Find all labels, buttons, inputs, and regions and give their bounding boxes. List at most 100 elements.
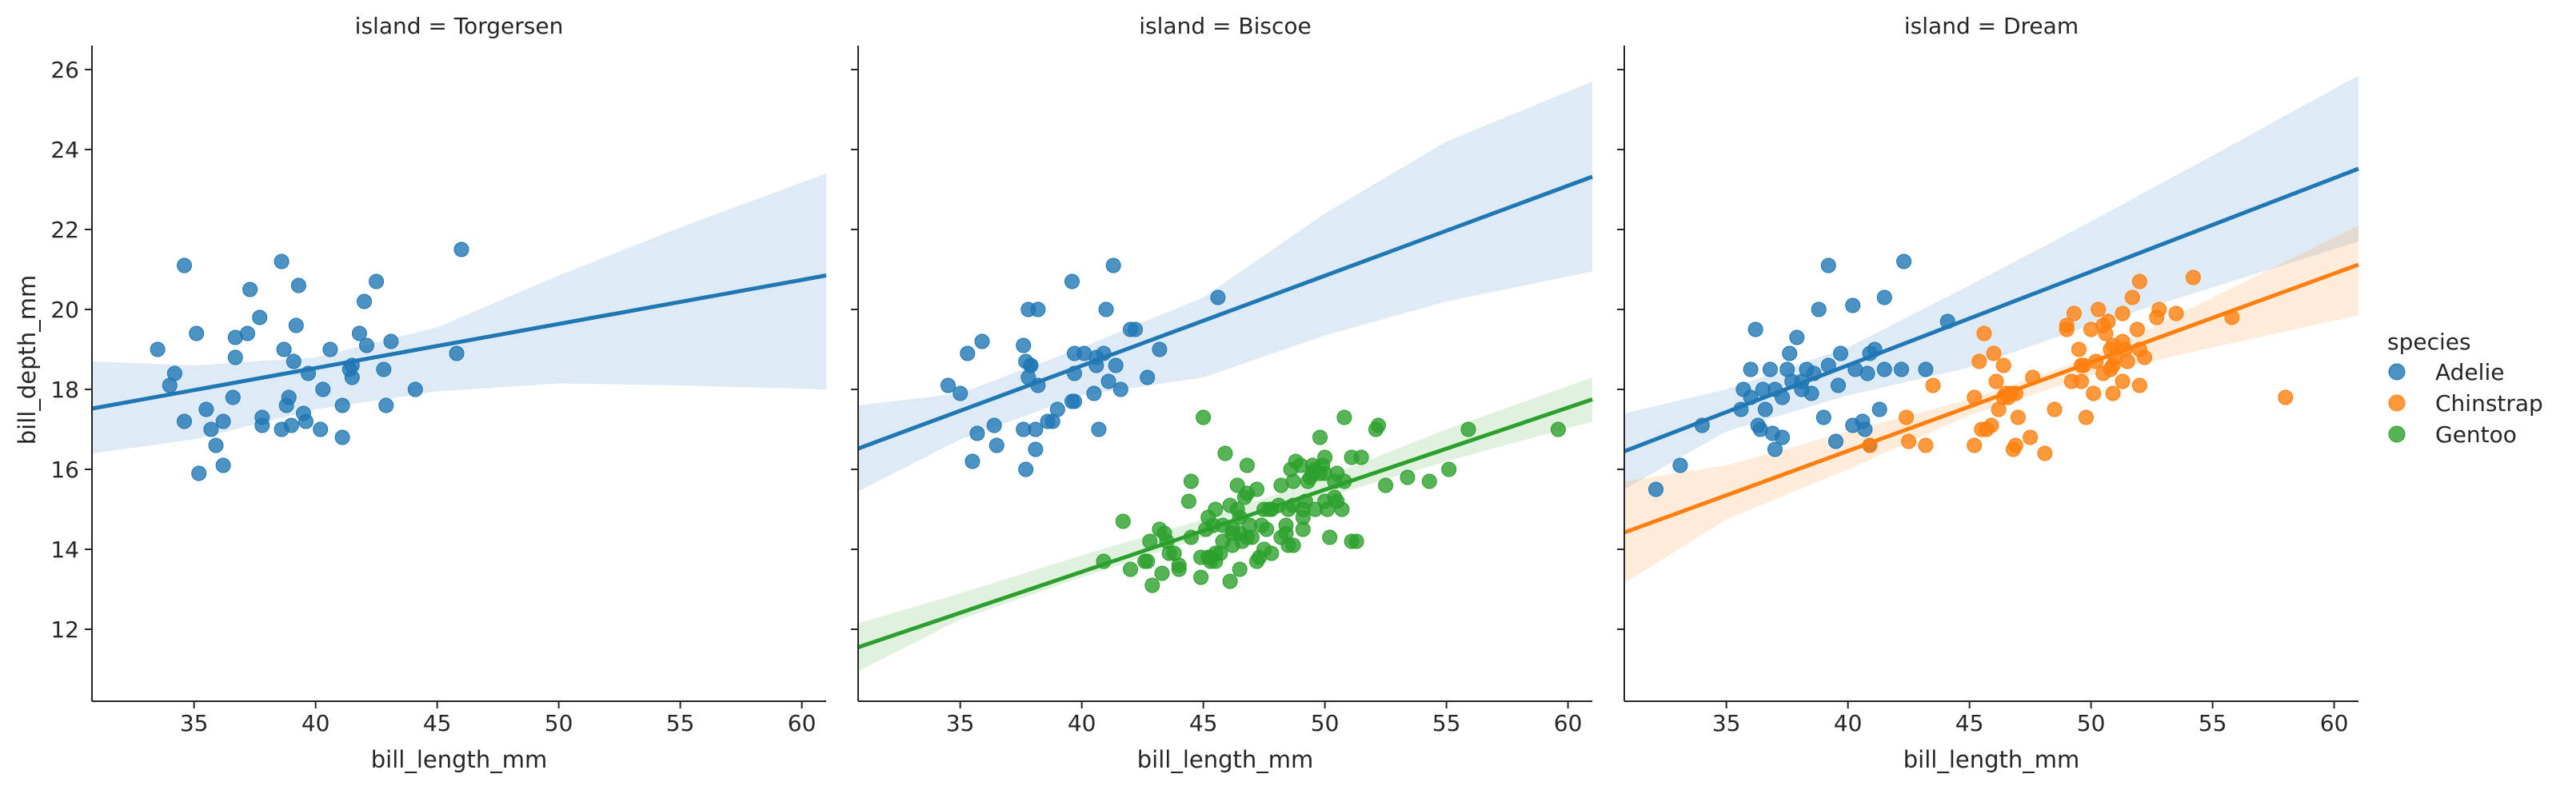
data-point <box>1098 301 1114 317</box>
data-point <box>177 413 192 429</box>
data-point <box>1833 345 1848 361</box>
data-point <box>1018 461 1034 477</box>
data-point <box>177 257 192 273</box>
data-point <box>1023 357 1039 373</box>
x-axis-label: bill_length_mm <box>1903 746 2080 773</box>
data-point <box>2124 289 2140 305</box>
regression-line-adelie <box>91 273 827 411</box>
data-point <box>1105 257 1121 273</box>
data-point <box>225 389 241 405</box>
data-point <box>1108 357 1124 373</box>
data-point <box>2091 301 2107 317</box>
x-tick-label: 50 <box>1311 710 1340 736</box>
facet-panel: island = Torgersen 35 40 45 50 55 60 12 14 16 18 20… <box>50 13 827 773</box>
data-point <box>1171 561 1187 577</box>
confidence-band-chinstrap <box>1624 225 2358 584</box>
x-tick-label: 60 <box>788 710 817 736</box>
data-point <box>1757 401 1773 417</box>
data-point <box>1983 417 1999 433</box>
data-point <box>1775 429 1791 445</box>
data-point <box>1831 377 1846 393</box>
data-point <box>2119 353 2135 369</box>
data-point <box>2185 269 2201 285</box>
data-point <box>2151 301 2167 317</box>
facet-panels: island = Torgersen 35 40 45 50 55 60 12 14 16 18 20… <box>50 13 2359 773</box>
data-point <box>2100 313 2116 329</box>
scatter-points-chinstrap <box>1862 269 2294 461</box>
data-point <box>453 241 469 257</box>
data-point <box>1016 337 1032 353</box>
data-point <box>274 253 290 269</box>
data-point <box>351 325 367 341</box>
data-point <box>240 325 255 341</box>
data-point <box>288 317 304 333</box>
data-point <box>1232 561 1248 577</box>
data-point <box>2074 373 2089 389</box>
legend: species Adelie Chinstrap Gentoo <box>2387 329 2543 448</box>
data-point <box>1259 521 1275 537</box>
data-point <box>1743 361 1759 377</box>
data-point <box>1550 421 1566 437</box>
data-point <box>2129 321 2145 337</box>
data-point <box>242 281 258 297</box>
data-point <box>1896 253 1912 269</box>
data-point <box>1789 329 1805 345</box>
data-point <box>322 341 338 357</box>
data-point <box>1845 297 1861 313</box>
data-point <box>2137 349 2152 365</box>
x-tick-label: 40 <box>1068 710 1096 736</box>
data-point <box>166 365 182 381</box>
data-point <box>1180 493 1196 509</box>
data-point <box>1967 437 1983 453</box>
data-point <box>2047 401 2063 417</box>
data-point <box>1208 501 1224 517</box>
x-tick-label: 35 <box>1712 710 1741 736</box>
data-point <box>407 381 423 397</box>
facet-panel: island = Biscoe 35 40 45 50 55 60 bill_length_m… <box>851 13 1593 773</box>
data-point <box>953 385 968 401</box>
legend-label: Adelie <box>2435 359 2504 385</box>
data-point <box>986 417 1002 433</box>
data-point <box>1285 473 1301 489</box>
data-point <box>383 333 399 349</box>
facet-panel: island = Dream 35 40 45 50 55 60 bill_length_mm <box>1617 13 2359 773</box>
regression-line-adelie <box>857 174 1593 451</box>
data-point <box>254 417 270 433</box>
data-point <box>1144 577 1160 593</box>
data-point <box>1986 345 2002 361</box>
data-point <box>1441 461 1457 477</box>
data-point <box>189 325 205 341</box>
data-point <box>1140 553 1156 569</box>
data-point <box>1378 477 1394 493</box>
data-point <box>1820 257 1836 273</box>
data-point <box>315 381 331 397</box>
data-point <box>378 397 394 413</box>
data-point <box>252 309 268 325</box>
legend-label: Gentoo <box>2435 421 2517 448</box>
data-point <box>1899 409 1915 425</box>
data-point <box>1971 353 1987 369</box>
data-point <box>1128 321 1143 337</box>
data-point <box>1249 481 1264 497</box>
data-point <box>2131 273 2147 289</box>
data-point <box>2079 409 2094 425</box>
data-point <box>1028 441 1044 457</box>
data-point <box>1901 433 1917 449</box>
data-point <box>1925 377 1941 393</box>
data-point <box>376 361 392 377</box>
data-point <box>2010 409 2026 425</box>
y-tick-label: 22 <box>50 217 79 243</box>
data-point <box>1334 501 1350 517</box>
data-point <box>1217 445 1233 461</box>
data-point <box>1460 421 1476 437</box>
data-point <box>1348 533 1364 549</box>
data-point <box>2086 385 2102 401</box>
data-point <box>215 457 231 473</box>
data-point <box>1210 289 1226 305</box>
data-point <box>1918 361 1934 377</box>
x-tick-label: 55 <box>1432 710 1461 736</box>
data-point <box>1115 513 1131 529</box>
data-point <box>1400 469 1416 485</box>
legend-marker <box>2388 394 2406 412</box>
y-tick-label: 24 <box>50 137 79 163</box>
